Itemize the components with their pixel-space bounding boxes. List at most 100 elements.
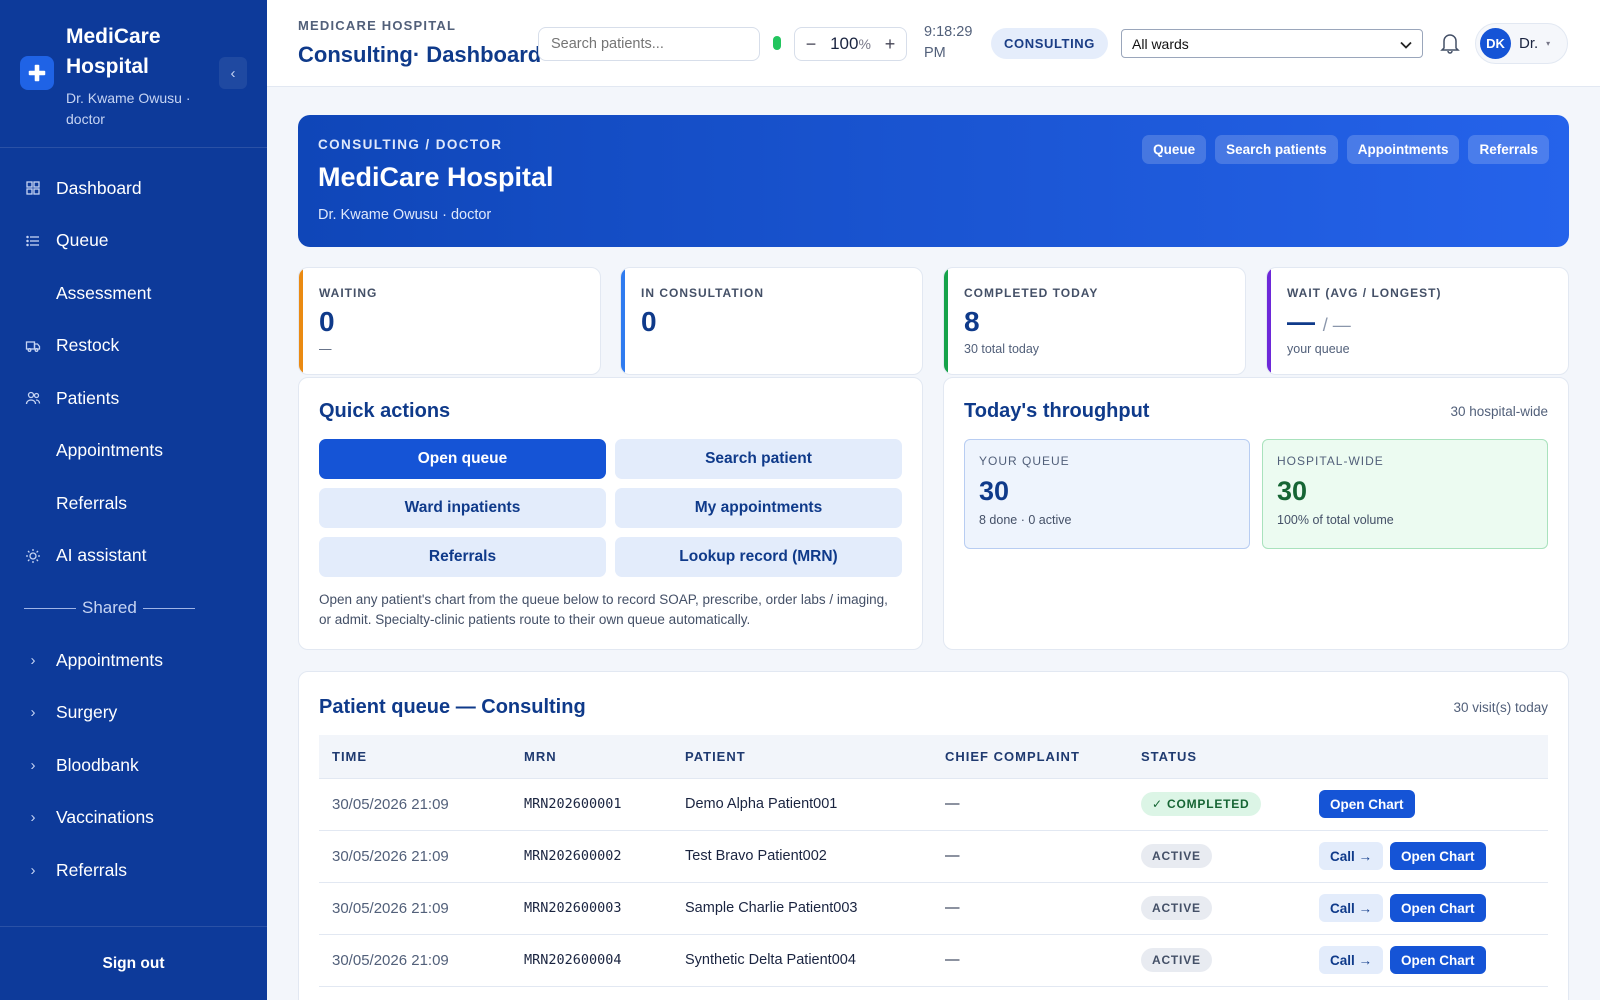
call-button[interactable]: Call → [1319, 894, 1384, 922]
sidebar-item-assessment[interactable]: Assessment [0, 267, 267, 320]
sidebar-nav: Dashboard Queue Assessment Restock Patie… [0, 148, 267, 897]
sidebar-item-label: Surgery [56, 702, 118, 723]
sidebar-shared-appointments[interactable]: › Appointments [0, 634, 267, 687]
cell-status: ACTIVE [1128, 830, 1306, 883]
stat-wait-time: WAIT (AVG / LONGEST) — / — your queue [1266, 267, 1569, 375]
sidebar-item-label: Dashboard [56, 177, 142, 198]
patient-queue-meta: 30 visit(s) today [1453, 700, 1548, 715]
table-row: 30/05/2026 21:09 MRN202600003 Sample Cha… [319, 882, 1548, 935]
list-icon [24, 232, 42, 250]
hospital-wide-box: HOSPITAL-WIDE 30 100% of total volume [1262, 439, 1548, 549]
sidebar-item-dashboard[interactable]: Dashboard [0, 162, 267, 215]
shared-divider: Shared [0, 582, 267, 634]
mode-badge: CONSULTING [991, 28, 1108, 59]
sidebar-shared-surgery[interactable]: › Surgery [0, 687, 267, 740]
throughput-title: Today's throughput [964, 400, 1150, 422]
collapse-sidebar-button[interactable]: ‹ [219, 57, 247, 89]
sidebar-item-restock[interactable]: Restock [0, 320, 267, 373]
status-badge: ✓ COMPLETED [1141, 792, 1261, 816]
shared-label: Shared [82, 598, 137, 617]
open-queue-button[interactable]: Open queue [319, 439, 606, 479]
stat-sub: your queue [1287, 342, 1350, 356]
lookup-record-button[interactable]: Lookup record (MRN) [615, 537, 902, 577]
open-chart-button[interactable]: Open Chart [1319, 790, 1415, 818]
patient-queue-card: Patient queue — Consulting 30 visit(s) t… [298, 671, 1569, 1000]
stat-in-consultation: IN CONSULTATION 0 [620, 267, 923, 375]
live-status-indicator [773, 36, 781, 50]
truck-icon [24, 337, 42, 355]
cell-mrn: MRN202600001 [511, 778, 672, 831]
my-appointments-button[interactable]: My appointments [615, 488, 902, 528]
hero-appointments-button[interactable]: Appointments [1346, 135, 1460, 164]
hero-queue-button[interactable]: Queue [1142, 135, 1207, 164]
open-chart-button[interactable]: Open Chart [1390, 842, 1486, 870]
table-row: 30/05/2026 21:09 MRN202600004 Synthetic … [319, 934, 1548, 987]
cell-complaint: — [932, 882, 1128, 935]
sidebar-shared-bloodbank[interactable]: › Bloodbank [0, 739, 267, 792]
stat-value: — / — [1287, 306, 1351, 337]
user-name: Dr. [1519, 35, 1539, 52]
sidebar-item-label: Referrals [56, 492, 127, 513]
sign-out-button[interactable]: Sign out [0, 926, 267, 1000]
stat-label: COMPLETED TODAY [964, 286, 1099, 300]
cell-actions: Call → Open Chart [1306, 830, 1548, 883]
cell-status: ✓ COMPLETED [1128, 778, 1306, 831]
sidebar-item-referrals[interactable]: Referrals [0, 477, 267, 530]
table-row: 30/05/2026 21:09 MRN202600001 Demo Alpha… [319, 778, 1548, 831]
ward-select-value: All wards [1132, 35, 1189, 52]
sidebar-item-label: Vaccinations [56, 807, 154, 828]
cell-patient: Demo Alpha Patient001 [672, 778, 932, 831]
sidebar-shared-referrals[interactable]: › Referrals [0, 844, 267, 897]
open-chart-button[interactable]: Open Chart [1390, 946, 1486, 974]
throughput-meta: 30 hospital-wide [1450, 404, 1548, 419]
call-button[interactable]: Call → [1319, 946, 1384, 974]
search-patient-button[interactable]: Search patient [615, 439, 902, 479]
chevron-right-icon: › [30, 704, 36, 722]
ward-inpatients-button[interactable]: Ward inpatients [319, 488, 606, 528]
sidebar-item-queue[interactable]: Queue [0, 215, 267, 268]
sidebar-shared-vaccinations[interactable]: › Vaccinations [0, 792, 267, 845]
ward-select[interactable]: All wards [1121, 29, 1423, 58]
breadcrumb: MEDICARE HOSPITAL [298, 18, 457, 33]
cell-complaint: — [932, 778, 1128, 831]
bell-icon[interactable] [1438, 30, 1462, 56]
sidebar-item-label: Appointments [56, 649, 164, 670]
sidebar-item-patients[interactable]: Patients [0, 372, 267, 425]
brand-user: Dr. Kwame Owusu · doctor [66, 90, 191, 127]
cell-patient: Test Bravo Patient002 [672, 830, 932, 883]
stat-value: 0 [319, 306, 335, 337]
tp-value: 30 [979, 476, 1010, 506]
cell-patient: Sample Charlie Patient003 [672, 882, 932, 935]
chevron-right-icon: › [30, 651, 36, 669]
quick-actions-note: Open any patient's chart from the queue … [319, 592, 888, 627]
throughput-card: Today's throughput 30 hospital-wide YOUR… [943, 377, 1569, 650]
hero-referrals-button[interactable]: Referrals [1468, 135, 1549, 164]
referrals-button[interactable]: Referrals [319, 537, 606, 577]
status-badge: ACTIVE [1141, 948, 1212, 972]
stat-sub: — [319, 342, 332, 356]
tp-label: YOUR QUEUE [979, 454, 1070, 468]
zoom-out-button[interactable]: − [805, 33, 817, 54]
sun-icon [24, 547, 42, 565]
cell-patient: Synthetic Delta Patient004 [672, 934, 932, 987]
cell-time: 30/05/2026 21:09 [319, 830, 511, 883]
column-header: STATUS [1128, 735, 1306, 779]
page-title: Consulting· Dashboard [298, 42, 542, 67]
tp-sub: 100% of total volume [1277, 513, 1394, 527]
search-input[interactable] [538, 27, 760, 61]
zoom-in-button[interactable]: + [884, 33, 896, 54]
call-button[interactable]: Call → [1319, 842, 1384, 870]
sidebar-item-label: Referrals [56, 859, 127, 880]
open-chart-button[interactable]: Open Chart [1390, 894, 1486, 922]
stat-label: WAITING [319, 286, 378, 300]
sidebar-item-label: Appointments [56, 440, 164, 461]
user-menu[interactable]: DK Dr. ▾ [1475, 23, 1568, 64]
sidebar-item-appointments[interactable]: Appointments [0, 425, 267, 478]
patient-queue-table: TIME MRN PATIENT CHIEF COMPLAINT STATUS … [319, 735, 1548, 987]
sidebar-item-ai-assistant[interactable]: AI assistant [0, 530, 267, 583]
topbar: MEDICARE HOSPITAL Consulting· Dashboard … [267, 0, 1600, 87]
sidebar-item-label: Restock [56, 335, 120, 356]
hero-search-patients-button[interactable]: Search patients [1215, 135, 1338, 164]
hospital-cross-icon [20, 56, 54, 90]
column-header [1306, 735, 1548, 779]
